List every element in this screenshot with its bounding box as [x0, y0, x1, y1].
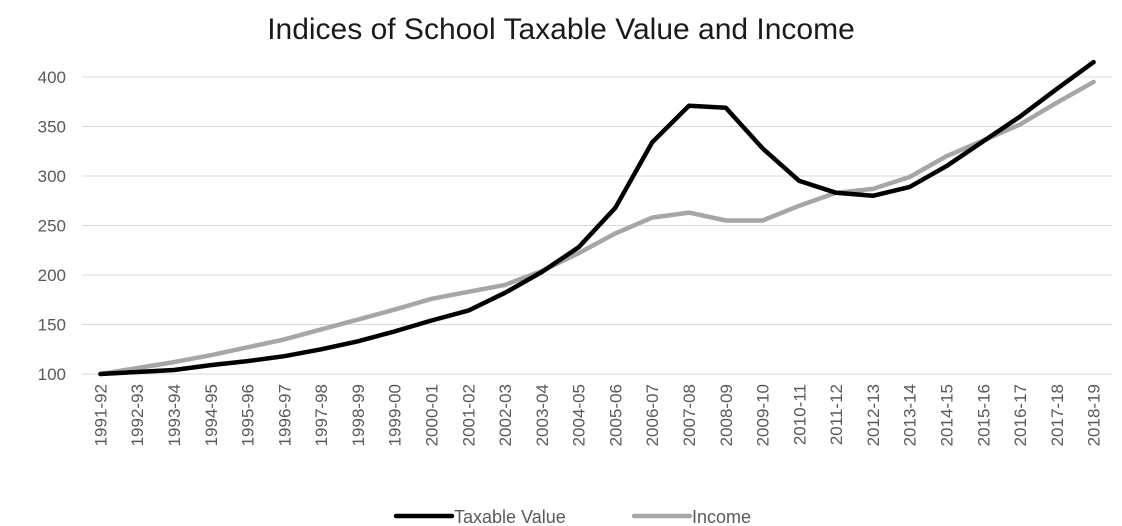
x-tick-label: 2003-04: [533, 384, 552, 446]
x-tick-label: 2013-14: [901, 384, 920, 446]
legend-label: Income: [692, 507, 751, 526]
legend: Taxable Value Income: [393, 507, 751, 526]
gridlines: [82, 76, 1112, 375]
x-tick-label: 2006-07: [643, 384, 662, 446]
x-tick-label: 2012-13: [864, 384, 883, 446]
x-tick-label: 1993-94: [165, 384, 184, 446]
x-tick-label: 2005-06: [606, 384, 625, 446]
x-tick-label: 2000-01: [422, 384, 441, 446]
x-tick-label: 2011-12: [827, 384, 846, 445]
x-tick-label: 1991-92: [91, 384, 110, 446]
y-axis-ticks: 100 150 200 250 300 350 400: [38, 68, 66, 384]
y-tick-label: 100: [38, 365, 66, 384]
x-tick-label: 2014-15: [937, 384, 956, 446]
x-tick-label: 1996-97: [275, 384, 294, 446]
x-tick-label: 1999-00: [386, 384, 405, 446]
x-tick-label: 2017-18: [1048, 384, 1067, 446]
x-tick-label: 1992-93: [128, 384, 147, 446]
x-tick-label: 2018-19: [1085, 384, 1104, 446]
x-tick-label: 2007-08: [680, 384, 699, 446]
y-tick-label: 400: [38, 68, 66, 87]
x-tick-label: 2010-11: [790, 384, 809, 445]
chart-title: Indices of School Taxable Value and Inco…: [267, 13, 855, 46]
x-tick-label: 1994-95: [202, 384, 221, 446]
y-tick-label: 350: [38, 118, 66, 137]
series-lines: [98, 59, 1096, 377]
x-tick-label: 2004-05: [570, 384, 589, 446]
y-tick-label: 300: [38, 167, 66, 186]
x-tick-label: 2002-03: [496, 384, 515, 446]
y-tick-label: 150: [38, 316, 66, 335]
y-tick-label: 200: [38, 266, 66, 285]
x-tick-label: 2009-10: [754, 384, 773, 446]
series-line: [98, 59, 1096, 377]
x-tick-label: 2008-09: [717, 384, 736, 446]
x-axis-ticks: 1991-92 1992-93 1993-94 1994-95 1995-96 1996-…: [91, 384, 1103, 446]
legend-label: Taxable Value: [454, 507, 566, 526]
x-tick-label: 1998-99: [349, 384, 368, 446]
x-tick-label: 1997-98: [312, 384, 331, 446]
x-tick-label: 1995-96: [239, 384, 258, 446]
x-tick-label: 2016-17: [1011, 384, 1030, 446]
x-tick-label: 2001-02: [459, 384, 478, 446]
series-line: [98, 79, 1096, 377]
y-tick-label: 250: [38, 217, 66, 236]
x-tick-label: 2015-16: [974, 384, 993, 446]
